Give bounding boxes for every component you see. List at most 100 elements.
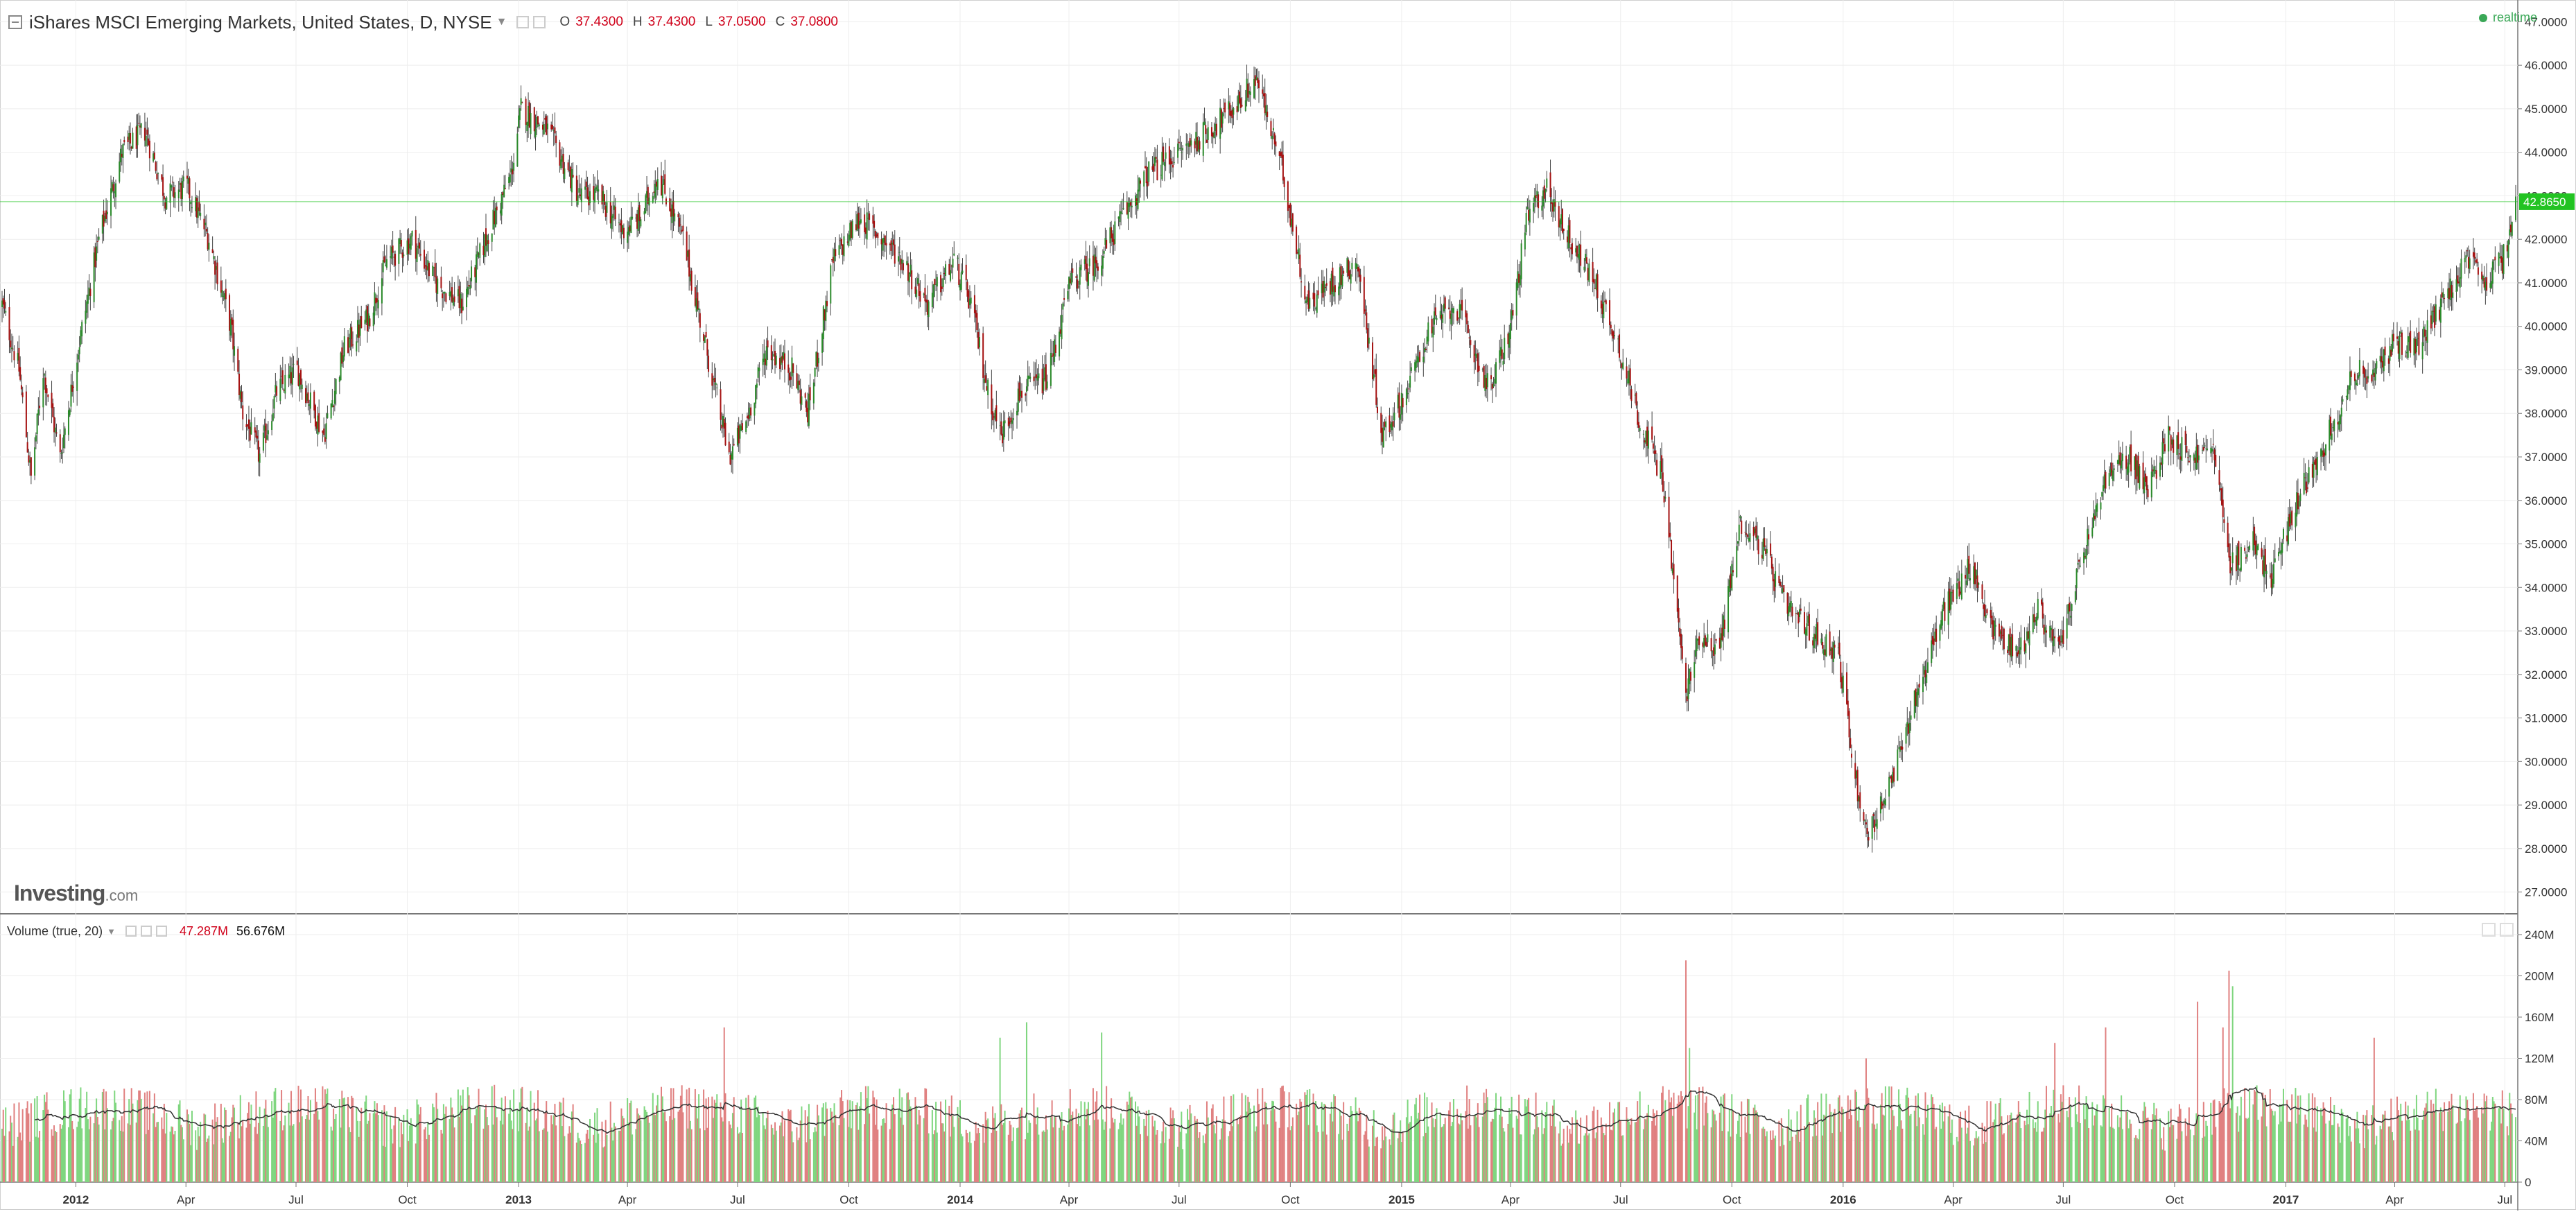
- volume-bar: [1637, 1101, 1639, 1182]
- candle-body: [745, 421, 747, 432]
- volume-bar: [1538, 1127, 1540, 1182]
- volume-bar: [200, 1121, 202, 1182]
- volume-bar: [1195, 1120, 1197, 1182]
- candle-body: [838, 245, 840, 255]
- candle-body: [377, 300, 379, 309]
- volume-bar: [602, 1147, 604, 1182]
- candle-body: [1035, 374, 1037, 379]
- volume-bar: [1050, 1117, 1052, 1182]
- candle-body: [1499, 350, 1501, 363]
- volume-bar: [180, 1125, 182, 1182]
- candle-body: [2015, 645, 2017, 651]
- candle-body: [1656, 460, 1658, 476]
- candle-body: [1007, 417, 1009, 426]
- chevron-down-icon[interactable]: ▼: [107, 926, 116, 937]
- candle-body: [872, 215, 874, 224]
- volume-bar: [1618, 1102, 1620, 1182]
- volume-bar: [1884, 1086, 1886, 1182]
- candle-body: [281, 370, 284, 385]
- candle-body: [874, 231, 876, 239]
- volume-bar: [1689, 1048, 1691, 1182]
- candle-body: [1418, 357, 1420, 363]
- candle-body: [1710, 638, 1712, 652]
- candle-body: [1000, 421, 1002, 435]
- move-up-icon[interactable]: [2482, 923, 2496, 937]
- volume-bar: [638, 1115, 641, 1182]
- candle-body: [561, 155, 563, 162]
- candle-body: [262, 432, 264, 451]
- candle-body: [1752, 526, 1755, 537]
- volume-bar: [749, 1107, 751, 1182]
- volume-bar: [468, 1095, 470, 1182]
- collapse-icon[interactable]: [8, 15, 22, 29]
- volume-bar: [968, 1131, 971, 1182]
- volume-bar: [1457, 1123, 1459, 1182]
- volume-bar: [1603, 1133, 1605, 1182]
- volume-bar: [39, 1131, 41, 1182]
- volume-bar: [377, 1115, 379, 1182]
- volume-bar: [283, 1125, 285, 1182]
- volume-bar: [953, 1127, 955, 1182]
- candle-body: [1020, 390, 1022, 398]
- candle-body: [1340, 266, 1342, 285]
- candle-body: [1002, 433, 1004, 444]
- move-down-icon[interactable]: [2500, 923, 2514, 937]
- candle-body: [103, 210, 105, 227]
- candle-body: [1766, 549, 1768, 554]
- candle-body: [916, 289, 918, 297]
- candle-body: [1363, 277, 1365, 314]
- candle-body: [356, 341, 358, 352]
- volume-bar: [2017, 1114, 2019, 1182]
- volume-bar: [1889, 1129, 1891, 1182]
- volume-bar: [104, 1129, 106, 1182]
- volume-bar: [181, 1127, 183, 1182]
- candle-body: [1154, 157, 1156, 166]
- candle-body: [1460, 304, 1462, 311]
- settings-icon[interactable]: [140, 926, 152, 937]
- candle-body: [162, 177, 164, 196]
- chevron-down-icon[interactable]: ▼: [496, 16, 507, 28]
- candle-body: [1283, 177, 1285, 187]
- volume-bar: [434, 1122, 436, 1182]
- volume-bar: [1351, 1111, 1353, 1182]
- candle-body: [801, 396, 803, 405]
- candle-body: [2349, 371, 2351, 390]
- candle-body: [1385, 421, 1387, 428]
- candle-body: [2044, 627, 2046, 633]
- candle-body: [2511, 222, 2513, 236]
- volume-bar: [584, 1143, 586, 1182]
- close-icon[interactable]: [533, 16, 546, 28]
- candle-body: [2442, 292, 2444, 298]
- candle-body: [791, 357, 793, 376]
- candle-body: [596, 185, 598, 191]
- candle-body: [765, 346, 767, 366]
- close-icon[interactable]: [155, 926, 167, 937]
- candle-body: [1940, 620, 1942, 629]
- volume-bar: [1207, 1117, 1209, 1182]
- volume-bar: [1865, 1058, 1867, 1182]
- candle-body: [2464, 257, 2466, 263]
- candle-body: [2363, 367, 2365, 378]
- candle-body: [25, 391, 27, 437]
- volume-bar: [739, 1132, 741, 1182]
- candle-body: [249, 426, 251, 441]
- candle-body: [790, 376, 792, 380]
- candle-body: [2096, 503, 2098, 512]
- volume-bar: [1968, 1105, 1970, 1182]
- candle-body: [533, 107, 535, 132]
- candle-body: [2466, 250, 2469, 252]
- volume-bar: [1876, 1123, 1878, 1182]
- candle-body: [204, 223, 207, 225]
- candle-body: [898, 256, 900, 262]
- volume-bar: [1254, 1131, 1256, 1182]
- volume-bar: [229, 1136, 231, 1182]
- candle-body: [2145, 474, 2147, 482]
- volume-bar: [1468, 1099, 1470, 1182]
- volume-bar: [1422, 1136, 1425, 1182]
- candle-body: [2399, 336, 2401, 360]
- volume-bar: [289, 1125, 291, 1182]
- volume-bar: [2223, 1088, 2225, 1182]
- settings-icon[interactable]: [516, 16, 530, 28]
- candle-body: [2286, 535, 2288, 541]
- visibility-icon[interactable]: [125, 926, 137, 937]
